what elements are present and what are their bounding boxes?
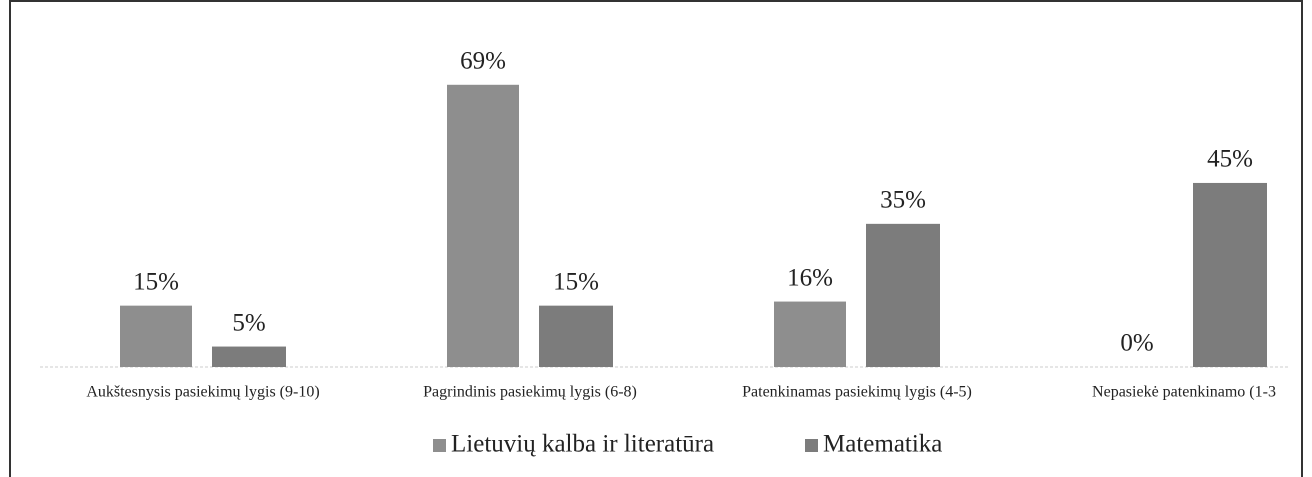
data-label: 15% xyxy=(133,268,179,295)
x-tick-label: Nepasiekė patenkinamo (1-3 xyxy=(1092,384,1276,401)
bar xyxy=(212,346,286,367)
data-label: 0% xyxy=(1120,330,1153,357)
x-tick-label: Patenkinamas pasiekimų lygis (4-5) xyxy=(742,384,972,401)
bar xyxy=(120,305,192,367)
legend-label: Matematika xyxy=(823,431,942,458)
data-label: 45% xyxy=(1207,146,1253,173)
plot: Aukštesnysis pasiekimų lygis (9-10) 15% 5%… xyxy=(86,48,1276,401)
data-label: 5% xyxy=(232,309,265,336)
data-label: 15% xyxy=(553,268,599,295)
legend-swatch xyxy=(433,439,446,452)
bar xyxy=(1193,182,1267,367)
legend-label: Lietuvių kalba ir literatūra xyxy=(451,431,714,458)
bar xyxy=(866,223,940,367)
x-tick-label: Pagrindinis pasiekimų lygis (6-8) xyxy=(423,384,637,401)
bar xyxy=(539,305,613,367)
bar xyxy=(774,301,846,367)
data-label: 16% xyxy=(787,264,833,291)
legend-swatch xyxy=(805,439,818,452)
data-label: 35% xyxy=(880,187,926,214)
data-label: 69% xyxy=(460,48,506,75)
x-tick-label: Aukštesnysis pasiekimų lygis (9-10) xyxy=(86,384,319,401)
bar xyxy=(447,84,519,367)
